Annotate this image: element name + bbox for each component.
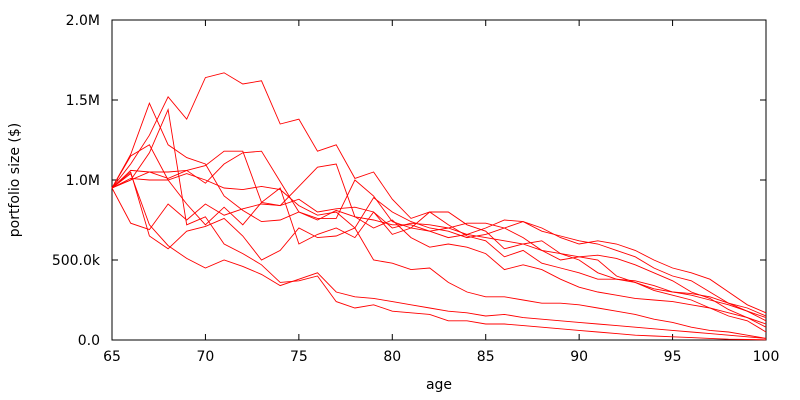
series-line-3 (111, 187, 767, 322)
y-tick-label: 1.5M (66, 93, 100, 109)
x-tick-label: 80 (383, 349, 401, 365)
x-tick-label: 100 (753, 349, 780, 365)
y-tick-label: 2.0M (66, 13, 100, 29)
series-line-4 (111, 173, 767, 333)
x-axis-ticks: 65 70 75 80 85 90 95 100 (103, 20, 779, 365)
series-line-1 (111, 150, 767, 325)
x-tick-label: 75 (290, 349, 308, 365)
x-tick-label: 90 (570, 349, 588, 365)
series-lines (111, 72, 767, 341)
series-line-6 (111, 108, 767, 341)
y-axis-label: portfolio size ($) (7, 123, 23, 237)
x-tick-label: 65 (103, 349, 121, 365)
x-tick-label: 85 (477, 349, 495, 365)
x-axis-label: age (426, 377, 452, 393)
y-axis-ticks: 0.0 500.0k 1.0M 1.5M 2.0M (52, 13, 766, 349)
series-line-10 (111, 172, 767, 339)
x-tick-label: 70 (197, 349, 215, 365)
series-line-8 (111, 72, 767, 317)
series-line-5 (111, 171, 767, 339)
series-line-7 (111, 144, 767, 319)
series-line-9 (111, 150, 767, 314)
y-tick-label: 0.0 (78, 333, 100, 349)
x-tick-label: 95 (664, 349, 682, 365)
y-tick-label: 500.0k (52, 253, 101, 269)
y-tick-label: 1.0M (66, 173, 100, 189)
plot-area-frame (111, 19, 767, 341)
